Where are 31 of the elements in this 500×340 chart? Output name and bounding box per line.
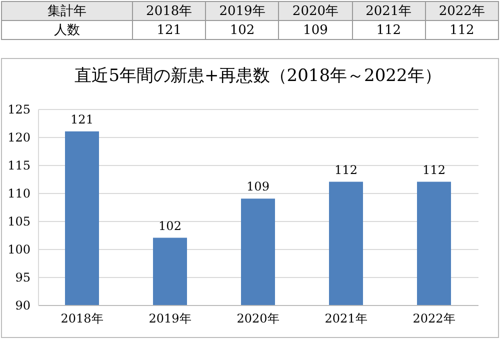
x-tick-label: 2019年 (148, 312, 192, 326)
category-label: 2020年 (292, 4, 339, 19)
chart-title: 直近5年間の新患+再患数（2018年～2022年） (74, 66, 442, 86)
data-label: 102 (158, 218, 182, 233)
data-label: 109 (246, 180, 270, 194)
y-tick-label: 110 (8, 186, 30, 200)
x-tick-label: 2022年 (412, 312, 456, 326)
data-label: 112 (422, 162, 446, 177)
text: 人数 (2, 20, 132, 40)
data-label: 121 (70, 112, 94, 126)
text: 112 (425, 20, 498, 40)
category-label: 2022年 (438, 4, 485, 19)
x-tick-label: 2021年 (324, 312, 368, 326)
category-label: 2019年 (219, 4, 266, 19)
category-label: 2018年 (146, 4, 192, 19)
category-label: 2021年 (366, 4, 412, 19)
text: 102 (206, 20, 279, 40)
y-tick-label: 105 (8, 214, 30, 228)
y-tick-label: 95 (15, 270, 30, 284)
text: 121 (132, 20, 206, 40)
y-tick-label: 100 (8, 242, 30, 256)
text: 集計年 (2, 2, 132, 20)
y-tick-label: 125 (8, 102, 30, 116)
text: 112 (352, 20, 426, 40)
y-tick-label: 115 (8, 158, 30, 172)
x-tick-label: 2020年 (236, 312, 280, 326)
x-tick-label: 2018年 (60, 312, 104, 326)
y-tick-label: 90 (15, 298, 30, 312)
text: 109 (278, 20, 352, 40)
y-tick-label: 120 (8, 130, 30, 144)
data-label: 112 (334, 162, 358, 177)
